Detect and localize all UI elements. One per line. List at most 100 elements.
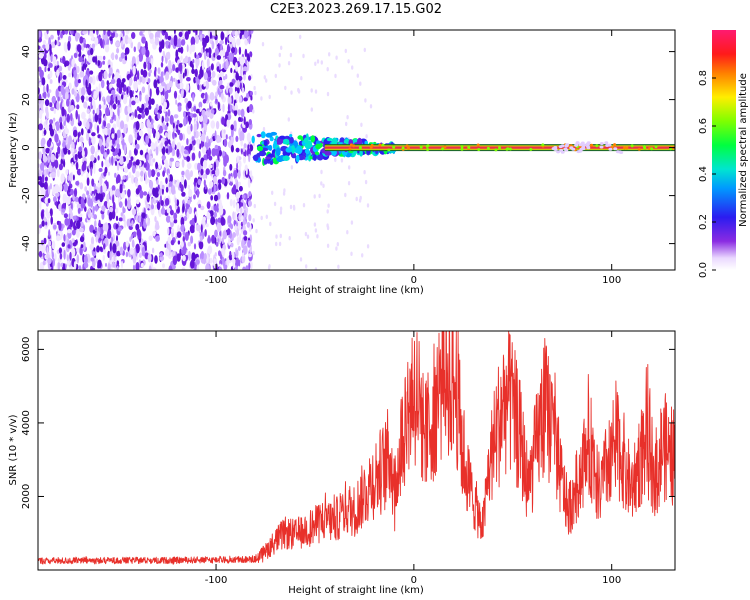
noise-speck [102, 254, 106, 261]
faint-speck [363, 47, 366, 53]
faint-speck [316, 234, 319, 239]
transition-blob [326, 137, 333, 142]
noise-speck [95, 235, 99, 243]
noise-speck [227, 228, 231, 236]
noise-speck [216, 222, 222, 232]
noise-speck [89, 70, 94, 75]
noise-speck [238, 185, 243, 192]
noise-speck [167, 236, 172, 244]
noise-speck [73, 129, 78, 138]
noise-speck [90, 154, 95, 162]
noise-speck [193, 123, 197, 133]
noise-speck [71, 162, 74, 167]
faint-speck [365, 134, 368, 139]
noise-speck [234, 224, 238, 231]
noise-speck [198, 73, 202, 80]
noise-speck [88, 96, 93, 103]
noise-speck [216, 55, 222, 60]
noise-speck [100, 144, 105, 155]
noise-speck [82, 30, 88, 35]
noise-speck [86, 87, 90, 93]
noise-speck [115, 207, 119, 214]
noise-speck [93, 247, 96, 252]
noise-speck [247, 144, 250, 151]
transition-blob [291, 145, 296, 154]
y-tick-label: 6000 [21, 337, 32, 362]
noise-speck [56, 101, 60, 111]
noise-speck [111, 30, 114, 33]
faint-speck [290, 165, 294, 170]
colorbar: 0.0 0.2 0.4 0.6 0.8 Normalized spectral ampl… [698, 30, 749, 278]
noise-speck [247, 240, 251, 248]
noise-speck [168, 80, 173, 88]
noise-speck [42, 40, 47, 45]
faint-speck [310, 107, 313, 112]
noise-speck [72, 215, 77, 220]
noise-speck [145, 40, 148, 51]
noise-speck [140, 262, 144, 268]
colorbar-tick-label: 0.0 [698, 262, 709, 278]
colorbar-tick-label: 0.4 [698, 166, 709, 182]
noise-speck [198, 84, 203, 92]
noise-speck [225, 51, 229, 57]
noise-speck [126, 87, 129, 95]
noise-speck [213, 161, 217, 171]
ridge-speck [460, 147, 464, 151]
noise-speck [239, 233, 242, 243]
noise-speck [181, 159, 185, 168]
faint-speck [360, 122, 363, 128]
noise-speck [115, 215, 119, 221]
noise-speck [195, 108, 201, 114]
noise-speck [199, 143, 202, 150]
faint-speck [326, 91, 330, 97]
noise-speck [167, 35, 172, 41]
noise-speck [207, 245, 213, 255]
noise-speck [131, 208, 137, 216]
ridge-speck [349, 143, 353, 147]
noise-speck [57, 96, 60, 102]
noise-speck [51, 171, 56, 179]
noise-speck [240, 216, 244, 221]
noise-speck [130, 60, 133, 70]
noise-speck [129, 89, 133, 98]
noise-speck [243, 116, 246, 125]
noise-speck [203, 114, 208, 125]
noise-speck [182, 230, 186, 236]
noise-speck [135, 176, 138, 184]
noise-speck [147, 168, 152, 178]
faint-speck [302, 53, 305, 59]
noise-speck [48, 44, 52, 52]
noise-speck [141, 113, 146, 119]
noise-speck [112, 103, 117, 110]
faint-speck [335, 55, 338, 60]
faint-speck [346, 230, 349, 235]
noise-speck [180, 145, 185, 153]
noise-speck [222, 230, 227, 240]
noise-speck [184, 55, 189, 64]
noise-speck [39, 69, 44, 78]
noise-speck [79, 227, 84, 233]
noise-speck [213, 211, 217, 218]
noise-speck [112, 201, 116, 212]
noise-speck [91, 178, 95, 187]
noise-speck [151, 127, 155, 134]
noise-speck [220, 31, 224, 41]
noise-speck [138, 130, 144, 137]
noise-speck [167, 172, 170, 182]
noise-speck [206, 201, 211, 210]
noise-speck [76, 44, 82, 53]
noise-speck [227, 215, 232, 224]
ridge-speck [381, 143, 385, 147]
noise-speck [165, 177, 168, 184]
noise-speck [172, 77, 176, 82]
noise-speck [219, 63, 222, 71]
transition-blob [295, 154, 300, 163]
transition-blob [273, 140, 278, 146]
faint-speck [326, 209, 329, 214]
noise-speck [46, 246, 49, 257]
noise-speck [94, 151, 98, 159]
noise-speck [157, 67, 161, 75]
noise-speck [209, 92, 215, 101]
noise-speck [199, 106, 202, 112]
noise-speck [165, 71, 170, 81]
